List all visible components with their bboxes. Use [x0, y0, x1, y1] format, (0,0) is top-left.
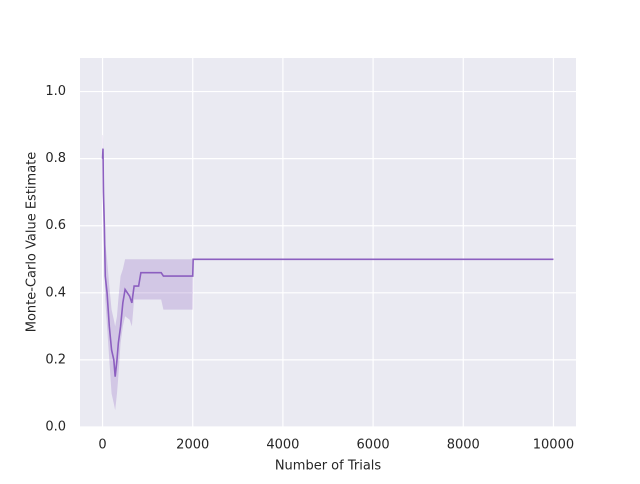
- y-tick-label: 0.4: [45, 285, 66, 300]
- y-tick-label: 0.6: [45, 218, 66, 233]
- x-tick-label: 6000: [357, 438, 390, 453]
- x-axis-label: Number of Trials: [275, 459, 382, 474]
- x-tick-label: 8000: [447, 438, 480, 453]
- y-tick-label: 0.2: [45, 352, 66, 367]
- y-tick-label: 0.8: [45, 151, 66, 166]
- line: [101, 148, 554, 377]
- x-tick-label: 4000: [266, 438, 299, 453]
- y-tick-label: 0.0: [45, 420, 66, 435]
- x-tick-label: 10000: [533, 438, 574, 453]
- plot-background: [80, 58, 576, 427]
- x-tick-label: 2000: [176, 438, 209, 453]
- y-axis-label: Monte-Carlo Value Estimate: [25, 152, 40, 333]
- y-tick-label: 1.0: [45, 84, 66, 99]
- x-tick-label: 0: [98, 438, 106, 453]
